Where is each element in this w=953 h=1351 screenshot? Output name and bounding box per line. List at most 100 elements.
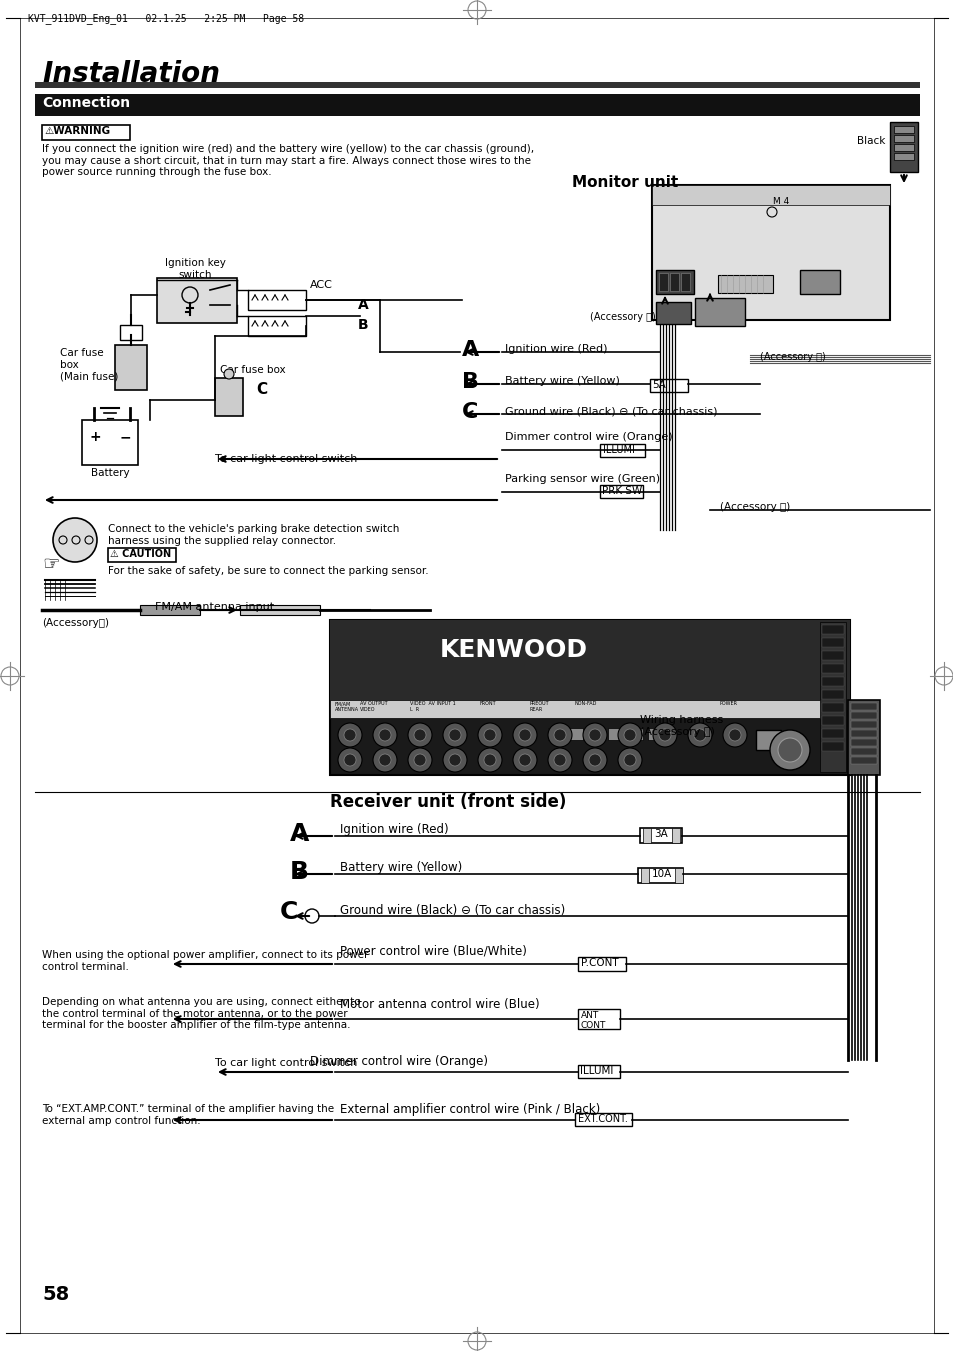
Bar	[821, 716, 843, 725]
Bar	[35, 95, 919, 116]
Text: Car fuse box: Car fuse box	[220, 365, 285, 376]
Text: C: C	[280, 900, 298, 924]
Bar	[587, 728, 602, 740]
Circle shape	[378, 730, 391, 740]
Bar	[850, 721, 876, 728]
Text: ACC: ACC	[310, 280, 333, 290]
Text: Battery wire (Yellow): Battery wire (Yellow)	[504, 376, 619, 386]
Text: A: A	[461, 340, 478, 359]
Text: KVT_911DVD_Eng_01   02.1.25   2:25 PM   Page 58: KVT_911DVD_Eng_01 02.1.25 2:25 PM Page 5…	[28, 14, 304, 24]
Bar	[330, 700, 820, 717]
Bar	[718, 276, 772, 293]
Text: A: A	[290, 821, 309, 846]
Circle shape	[588, 730, 600, 740]
Circle shape	[618, 748, 641, 771]
Text: FM/AM antenna input: FM/AM antenna input	[154, 603, 274, 612]
Text: (Accessory Ⓑ): (Accessory Ⓑ)	[589, 312, 655, 322]
Bar	[821, 677, 843, 686]
Circle shape	[373, 748, 396, 771]
Text: +: +	[90, 430, 102, 444]
Text: Ground wire (Black) ⊖ (To car chassis): Ground wire (Black) ⊖ (To car chassis)	[339, 904, 565, 917]
Text: ⚠WARNING: ⚠WARNING	[44, 126, 110, 136]
Circle shape	[623, 754, 636, 766]
Bar	[671, 828, 679, 843]
Text: Connection: Connection	[42, 96, 130, 109]
Text: To car light control switch: To car light control switch	[214, 454, 357, 463]
Bar	[330, 620, 849, 711]
Circle shape	[483, 754, 496, 766]
Circle shape	[728, 730, 740, 740]
Text: Ground wire (Black) ⊖ (To car chassis): Ground wire (Black) ⊖ (To car chassis)	[504, 407, 717, 416]
Bar	[599, 444, 644, 457]
Bar	[627, 728, 642, 740]
Bar	[214, 378, 243, 416]
Bar	[850, 712, 876, 719]
Text: A: A	[357, 299, 369, 312]
Bar	[821, 663, 843, 673]
Text: KENWOOD: KENWOOD	[439, 638, 587, 662]
Bar	[656, 270, 693, 295]
Bar	[578, 957, 625, 971]
Text: C: C	[461, 403, 477, 422]
Text: Parking sensor wire (Green): Parking sensor wire (Green)	[504, 474, 659, 484]
Text: 10A: 10A	[651, 869, 672, 880]
Text: P.CONT: P.CONT	[580, 958, 618, 969]
Bar	[893, 145, 913, 151]
Text: 5A: 5A	[651, 380, 665, 390]
Text: Ignition wire (Red): Ignition wire (Red)	[339, 823, 448, 836]
Text: ILLUMI: ILLUMI	[602, 444, 634, 455]
Text: Monitor unit: Monitor unit	[572, 176, 678, 190]
Bar	[248, 290, 306, 309]
Text: −: −	[120, 430, 132, 444]
Circle shape	[442, 723, 467, 747]
Bar	[820, 621, 845, 771]
Text: C: C	[255, 382, 267, 397]
Bar	[82, 420, 138, 465]
Text: Ignition key
switch: Ignition key switch	[164, 258, 225, 280]
Bar	[330, 620, 849, 775]
Bar	[821, 638, 843, 647]
Circle shape	[449, 730, 460, 740]
Text: B: B	[357, 317, 368, 332]
Bar	[640, 867, 648, 884]
Bar	[575, 1113, 631, 1125]
Text: AV OUTPUT
VIDEO: AV OUTPUT VIDEO	[359, 701, 387, 712]
Bar	[567, 728, 582, 740]
Circle shape	[547, 748, 572, 771]
Circle shape	[344, 730, 355, 740]
Bar	[821, 730, 843, 738]
Text: ILLUMI: ILLUMI	[579, 1066, 613, 1075]
Bar	[35, 82, 919, 88]
Bar	[889, 122, 917, 172]
Text: Power control wire (Blue/White): Power control wire (Blue/White)	[339, 944, 526, 958]
Bar	[578, 1009, 619, 1029]
Circle shape	[337, 748, 361, 771]
Text: ⚠ CAUTION: ⚠ CAUTION	[110, 549, 171, 559]
Bar	[821, 742, 843, 751]
Bar	[639, 828, 681, 843]
Bar	[647, 728, 662, 740]
Bar	[656, 303, 690, 324]
Bar	[42, 126, 130, 141]
Bar	[850, 757, 876, 765]
Text: (Accessory Ⓒ): (Accessory Ⓒ)	[760, 353, 825, 362]
Bar	[695, 299, 744, 326]
Text: Depending on what antenna you are using, connect either to
the control terminal : Depending on what antenna you are using,…	[42, 997, 360, 1031]
Text: Ignition wire (Red): Ignition wire (Red)	[504, 345, 607, 354]
Bar	[659, 273, 667, 290]
Bar	[108, 549, 175, 562]
Text: To car light control switch: To car light control switch	[214, 1058, 357, 1069]
Bar	[800, 270, 840, 295]
Bar	[893, 153, 913, 159]
Circle shape	[408, 723, 432, 747]
Text: Battery: Battery	[91, 467, 130, 478]
Text: (Accessory Ⓔ): (Accessory Ⓔ)	[720, 503, 789, 512]
Circle shape	[778, 738, 801, 762]
Text: M 4: M 4	[772, 197, 788, 205]
Bar	[651, 185, 889, 320]
Text: Car fuse
box
(Main fuse): Car fuse box (Main fuse)	[60, 349, 118, 381]
Circle shape	[722, 723, 746, 747]
Text: PREOUT
REAR: PREOUT REAR	[530, 701, 549, 712]
Circle shape	[652, 723, 677, 747]
Circle shape	[623, 730, 636, 740]
